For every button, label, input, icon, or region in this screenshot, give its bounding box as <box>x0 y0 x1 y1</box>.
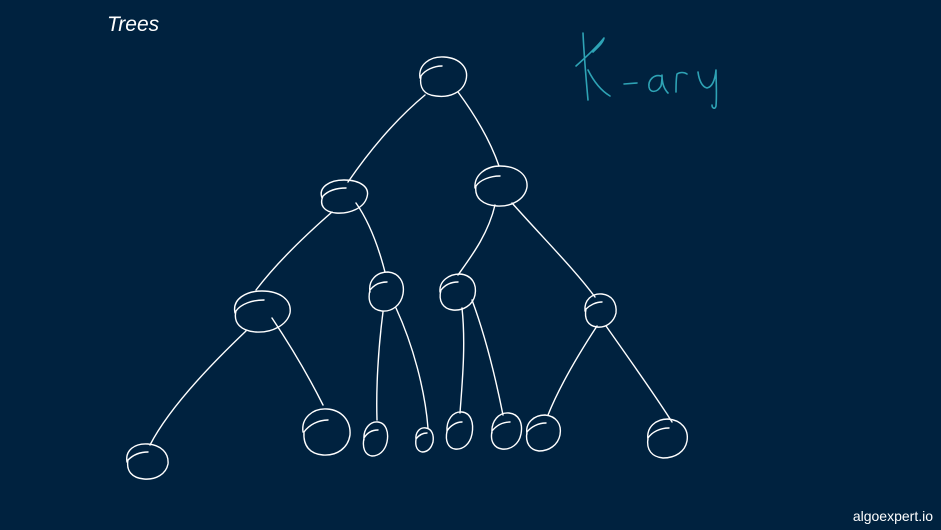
tree-node-level2-c <box>439 273 477 311</box>
slide-title: Trees <box>107 13 160 36</box>
tree-node-root <box>419 56 468 98</box>
edge-root-l1a <box>347 94 426 183</box>
edge-l2a-l3b <box>271 317 324 406</box>
tree-edges <box>149 91 673 446</box>
tree-node-leaf-1 <box>126 443 169 480</box>
tree-node-level2-d <box>584 293 617 328</box>
tree-node-leaf-7 <box>525 414 562 452</box>
tree-nodes <box>126 56 688 480</box>
edge-l1a-l2b <box>355 202 386 273</box>
edge-l2d-l3g <box>547 325 598 416</box>
tree-node-leaf-5 <box>445 411 474 450</box>
handwriting-k-stem <box>582 32 589 101</box>
edge-l2c-l3f <box>471 299 504 416</box>
edge-l2b-l3d <box>395 307 429 429</box>
handwriting-k-arm <box>575 37 605 67</box>
handwriting-r <box>675 71 688 93</box>
edge-l1b-l2d <box>511 202 596 298</box>
tree-node-leaf-8 <box>646 418 688 459</box>
edge-l2b-l3c <box>376 311 384 421</box>
handwriting-k-leg <box>587 69 611 97</box>
tree-node-level1-right <box>474 165 528 207</box>
tree-node-level2-b <box>368 271 405 312</box>
tree-node-leaf-3 <box>362 421 389 457</box>
tree-node-level2-a <box>233 290 291 333</box>
tree-node-leaf-2 <box>302 408 351 456</box>
tree-node-leaf-6 <box>490 412 523 450</box>
edge-l1a-l2a <box>255 211 333 291</box>
edge-l1b-l2c <box>457 204 496 276</box>
edge-l2d-l3h <box>605 325 673 423</box>
edge-root-l1b <box>457 91 500 167</box>
handwritten-annotation-k-ary <box>575 32 718 110</box>
handwriting-a <box>648 74 669 94</box>
edge-l2c-l3e <box>459 307 465 414</box>
tree-node-level1-left <box>320 179 369 214</box>
handwriting-dash <box>623 82 638 85</box>
tree-node-leaf-4 <box>415 427 434 453</box>
edge-l2a-l3a <box>149 330 247 446</box>
handwriting-y <box>697 69 718 110</box>
watermark-brand: algoexpert.io <box>852 508 933 524</box>
